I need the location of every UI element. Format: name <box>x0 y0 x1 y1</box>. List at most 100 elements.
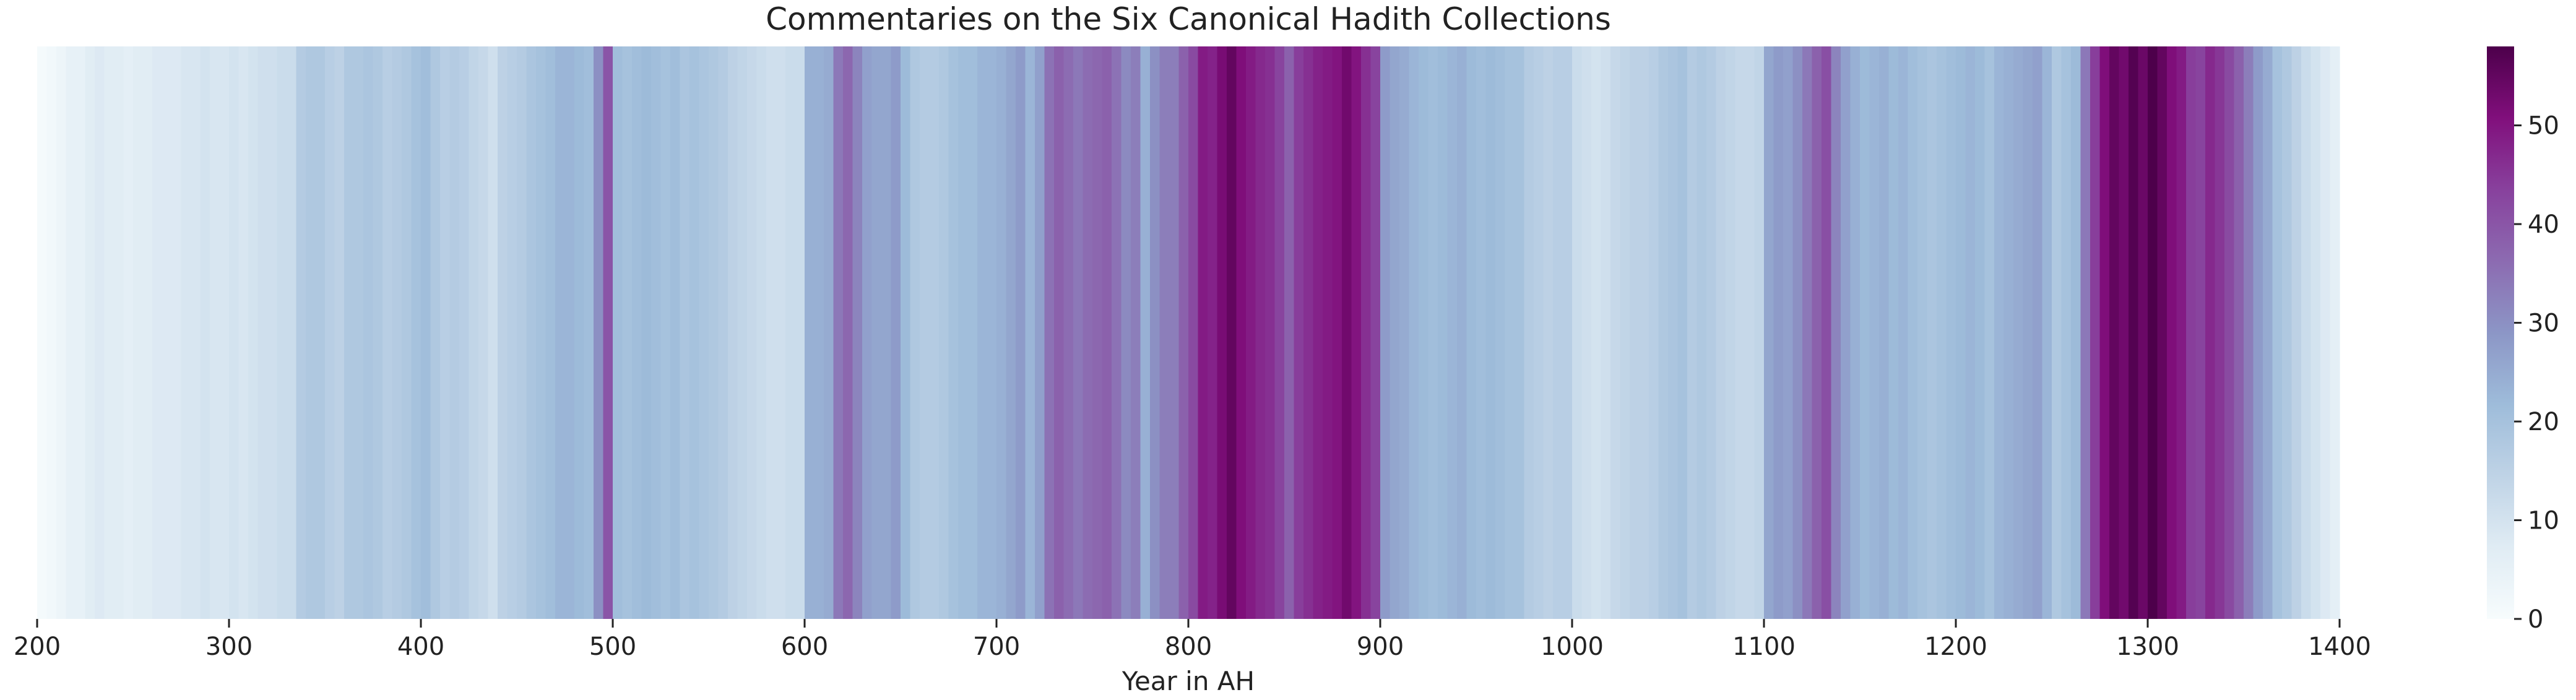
heatmap-cell <box>2090 46 2101 619</box>
heatmap-cell <box>1246 46 1256 619</box>
heatmap-cell <box>1515 46 1525 619</box>
heatmap-cell <box>805 46 815 619</box>
heatmap-cell <box>1581 46 1592 619</box>
heatmap-cell <box>402 46 412 619</box>
heatmap-cell <box>2052 46 2062 619</box>
heatmap-cell <box>1485 46 1496 619</box>
heatmap-cell <box>2023 46 2033 619</box>
heatmap-cell <box>162 46 172 619</box>
heatmap-cell <box>1227 46 1237 619</box>
x-tick-label: 300 <box>205 633 253 661</box>
heatmap-cell <box>56 46 67 619</box>
heatmap-cell <box>1370 46 1381 619</box>
heatmap-cell <box>2224 46 2235 619</box>
heatmap-cell <box>1198 46 1208 619</box>
heatmap-cell <box>2033 46 2043 619</box>
heatmap-cell <box>1572 46 1583 619</box>
heatmap-cell <box>2080 46 2091 619</box>
heatmap-cell <box>920 46 930 619</box>
heatmap-cell <box>2099 46 2110 619</box>
heatmap-cell <box>287 46 297 619</box>
heatmap-cell <box>1390 46 1400 619</box>
heatmap-cell <box>363 46 374 619</box>
heatmap-cell <box>651 46 662 619</box>
heatmap-cell <box>325 46 335 619</box>
heatmap-cell <box>545 46 556 619</box>
heatmap-cell <box>133 46 144 619</box>
heatmap-cell <box>2157 46 2168 619</box>
heatmap-cell <box>1131 46 1141 619</box>
heatmap-cell <box>1792 46 1803 619</box>
heatmap-cell <box>1284 46 1295 619</box>
heatmap-cell <box>1140 46 1151 619</box>
heatmap-cell <box>1006 46 1016 619</box>
heatmap-cell <box>1975 46 1986 619</box>
heatmap-cell <box>603 46 613 619</box>
heatmap-cell <box>1044 46 1055 619</box>
heatmap-cell <box>2330 46 2340 619</box>
heatmap-cell <box>1188 46 1199 619</box>
heatmap-cell <box>958 46 969 619</box>
heatmap-cell <box>1630 46 1640 619</box>
heatmap-cell <box>1687 46 1698 619</box>
heatmap-cell <box>2148 46 2158 619</box>
heatmap-cell <box>1956 46 1966 619</box>
heatmap-cell <box>2310 46 2321 619</box>
heatmap-cell <box>1265 46 1276 619</box>
heatmap-cell <box>459 46 470 619</box>
heatmap-cell <box>1802 46 1813 619</box>
heatmap-cell <box>1121 46 1131 619</box>
heatmap-cell <box>353 46 364 619</box>
heatmap-cell <box>526 46 537 619</box>
heatmap-cell <box>488 46 498 619</box>
heatmap-cell <box>766 46 777 619</box>
heatmap-cell <box>2071 46 2081 619</box>
x-tick-label: 1100 <box>1732 633 1796 661</box>
heatmap-cell <box>373 46 383 619</box>
heatmap-cell <box>1783 46 1794 619</box>
heatmap-cell <box>1073 46 1084 619</box>
heatmap-cell <box>881 46 892 619</box>
heatmap-cell <box>1543 46 1554 619</box>
heatmap-cell <box>1054 46 1065 619</box>
heatmap-cell <box>1937 46 1947 619</box>
heatmap-cell <box>1620 46 1630 619</box>
heatmap-cell <box>277 46 287 619</box>
chart-title: Commentaries on the Six Canonical Hadith… <box>766 1 1611 37</box>
heatmap-cell <box>641 46 652 619</box>
heatmap-cell <box>660 46 671 619</box>
heatmap-cell <box>2272 46 2283 619</box>
heatmap-cell <box>622 46 633 619</box>
heatmap-cell <box>142 46 153 619</box>
heatmap-cell <box>1150 46 1160 619</box>
heatmap-cell <box>1102 46 1112 619</box>
heatmap-cell <box>948 46 959 619</box>
heatmap-cell <box>1092 46 1103 619</box>
heatmap-cell <box>1984 46 1995 619</box>
heatmap-cell <box>1677 46 1688 619</box>
heatmap-cell <box>910 46 920 619</box>
colorbar-tick-label: 20 <box>2528 408 2559 436</box>
heatmap-cell <box>46 46 57 619</box>
heatmap-cell <box>1169 46 1180 619</box>
heatmap-cell <box>200 46 210 619</box>
heatmap-cell <box>2282 46 2293 619</box>
heatmap-cell <box>814 46 824 619</box>
heatmap-cell <box>785 46 796 619</box>
heatmap-cell <box>315 46 326 619</box>
heatmap-cell <box>718 46 728 619</box>
heatmap-cell <box>1946 46 1956 619</box>
heatmap-cell <box>2195 46 2206 619</box>
heatmap-cell <box>564 46 575 619</box>
heatmap-cell <box>891 46 901 619</box>
heatmap-cell <box>1217 46 1227 619</box>
heatmap-cell <box>2244 46 2254 619</box>
heatmap-cell <box>181 46 191 619</box>
heatmap-cell <box>1063 46 1074 619</box>
heatmap-cell <box>2253 46 2263 619</box>
heatmap-cell <box>1380 46 1391 619</box>
x-tick-label: 700 <box>973 633 1020 661</box>
heatmap-cell <box>1505 46 1515 619</box>
heatmap-cell <box>383 46 393 619</box>
heatmap-cell <box>2061 46 2072 619</box>
